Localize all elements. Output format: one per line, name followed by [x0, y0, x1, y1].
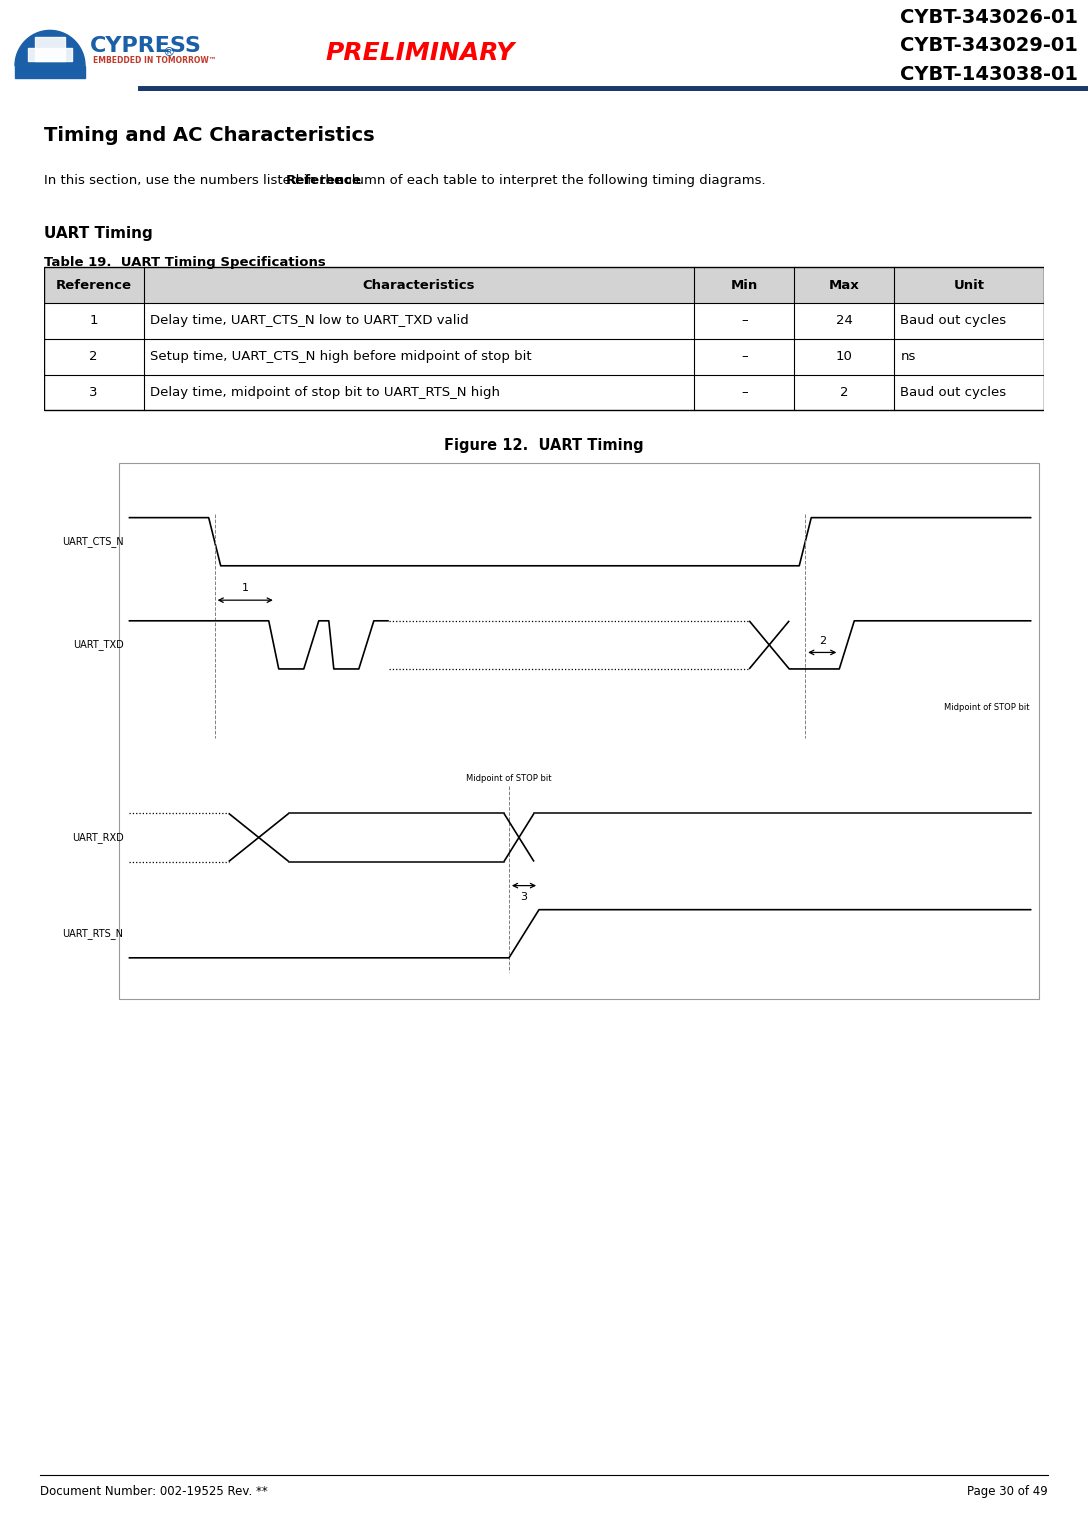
- Text: Delay time, midpoint of stop bit to UART_RTS_N high: Delay time, midpoint of stop bit to UART…: [150, 386, 499, 398]
- Text: Document Number: 002-19525 Rev. **: Document Number: 002-19525 Rev. **: [40, 1485, 268, 1499]
- Text: Reference: Reference: [286, 173, 362, 187]
- Text: Baud out cycles: Baud out cycles: [901, 386, 1006, 398]
- Text: UART_CTS_N: UART_CTS_N: [62, 537, 124, 547]
- Text: UART Timing: UART Timing: [44, 226, 152, 242]
- Text: CYPRESS: CYPRESS: [90, 35, 202, 56]
- Text: –: –: [741, 386, 747, 398]
- Text: Page 30 of 49: Page 30 of 49: [967, 1485, 1048, 1499]
- Bar: [44, 374, 1044, 410]
- Polygon shape: [15, 30, 85, 65]
- Text: 10: 10: [836, 350, 853, 363]
- Text: 1: 1: [89, 315, 98, 327]
- Text: column of each table to interpret the following timing diagrams.: column of each table to interpret the fo…: [332, 173, 766, 187]
- Text: 3: 3: [520, 892, 528, 903]
- Text: Figure 12.  UART Timing: Figure 12. UART Timing: [444, 438, 644, 453]
- Text: Baud out cycles: Baud out cycles: [901, 315, 1006, 327]
- Text: Min: Min: [730, 278, 758, 292]
- Text: Setup time, UART_CTS_N high before midpoint of stop bit: Setup time, UART_CTS_N high before midpo…: [150, 350, 531, 363]
- Text: Midpoint of STOP bit: Midpoint of STOP bit: [467, 774, 552, 783]
- Text: Max: Max: [829, 278, 860, 292]
- Text: CYBT-343029-01: CYBT-343029-01: [900, 36, 1078, 56]
- Text: ns: ns: [901, 350, 916, 363]
- Text: –: –: [741, 350, 747, 363]
- Text: 1: 1: [242, 584, 249, 593]
- Text: CYBT-343026-01: CYBT-343026-01: [900, 8, 1078, 27]
- Bar: [44, 268, 1044, 410]
- Text: UART_TXD: UART_TXD: [73, 640, 124, 651]
- Text: –: –: [741, 315, 747, 327]
- Text: EMBEDDED IN TOMORROW™: EMBEDDED IN TOMORROW™: [92, 56, 217, 65]
- Text: 2: 2: [89, 350, 98, 363]
- Text: ®: ®: [162, 46, 174, 59]
- Text: Reference: Reference: [55, 278, 132, 292]
- Bar: [44, 302, 1044, 339]
- Text: 2: 2: [840, 386, 849, 398]
- Text: Unit: Unit: [954, 278, 985, 292]
- Bar: [44, 268, 1044, 302]
- Text: CYBT-143038-01: CYBT-143038-01: [900, 65, 1078, 84]
- Bar: [44, 339, 1044, 374]
- Text: UART_RTS_N: UART_RTS_N: [63, 929, 124, 939]
- Text: Timing and AC Characteristics: Timing and AC Characteristics: [44, 126, 374, 144]
- Bar: [119, 462, 1039, 999]
- Text: Midpoint of STOP bit: Midpoint of STOP bit: [944, 704, 1029, 713]
- Text: 3: 3: [89, 386, 98, 398]
- Text: Delay time, UART_CTS_N low to UART_TXD valid: Delay time, UART_CTS_N low to UART_TXD v…: [150, 315, 468, 327]
- Text: In this section, use the numbers listed in the: In this section, use the numbers listed …: [44, 173, 346, 187]
- Text: UART_RXD: UART_RXD: [72, 831, 124, 844]
- Text: 24: 24: [836, 315, 853, 327]
- Polygon shape: [15, 65, 85, 78]
- Text: Table 19.  UART Timing Specifications: Table 19. UART Timing Specifications: [44, 257, 325, 269]
- Text: PRELIMINARY: PRELIMINARY: [325, 41, 515, 65]
- Text: Characteristics: Characteristics: [362, 278, 475, 292]
- Text: 2: 2: [818, 635, 826, 646]
